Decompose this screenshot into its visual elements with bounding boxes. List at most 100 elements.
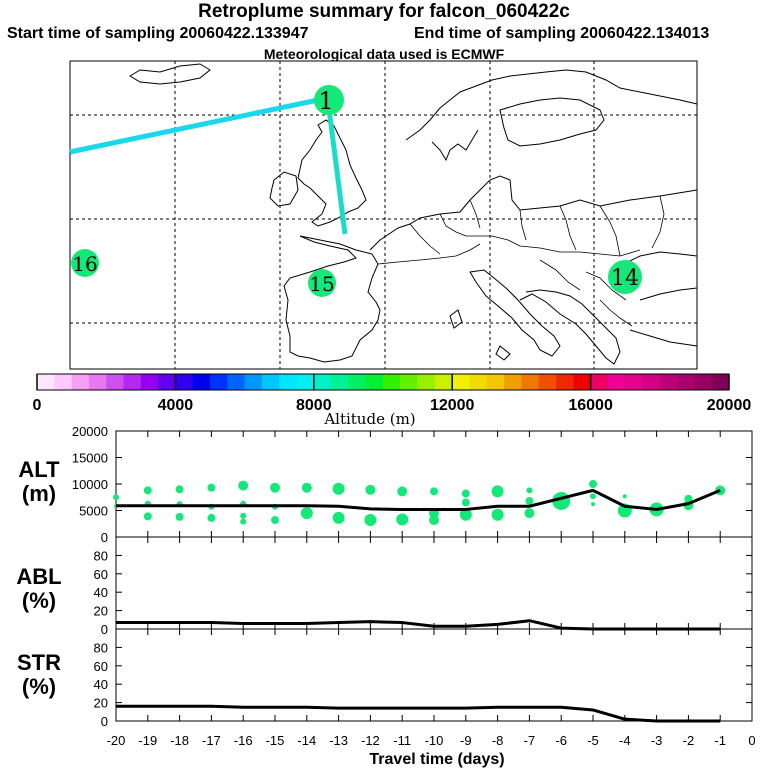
abl-panel-frame <box>115 536 753 630</box>
colorbar-tick-label: 8000 <box>296 397 332 414</box>
colorbar-swatch <box>590 374 609 390</box>
alt-y-tick-label: 10000 <box>72 477 108 492</box>
cluster-dot <box>461 489 470 498</box>
colorbar-swatch <box>400 374 419 390</box>
colorbar-swatch <box>538 374 557 390</box>
cluster-dot <box>430 487 438 496</box>
abl-unit: (%) <box>21 588 57 613</box>
cluster-dot <box>143 486 152 495</box>
cluster-marker-1 <box>314 85 344 115</box>
x-tick-label: -3 <box>651 733 663 748</box>
x-tick-label: -6 <box>555 733 567 748</box>
alt-y-tick-label: 15000 <box>72 451 108 466</box>
colorbar-swatch <box>711 374 730 390</box>
colorbar-tick-label: 0 <box>33 397 42 414</box>
alt-series-line <box>116 488 721 511</box>
cluster-dot <box>365 484 376 495</box>
cluster-label-15: 15 <box>309 272 334 296</box>
abl-panel: 0 20 40 60 80 <box>94 536 753 637</box>
trajectory-segment-south <box>325 100 348 235</box>
x-tick-label: -9 <box>460 733 472 748</box>
x-tick-label: -17 <box>202 733 221 748</box>
cluster-dot <box>207 483 216 492</box>
cluster-dot <box>525 496 534 505</box>
map-gridlines <box>70 61 697 369</box>
colorbar-tick-label: 16000 <box>568 397 613 414</box>
cluster-label-16: 16 <box>72 252 97 276</box>
map-frame <box>69 60 698 370</box>
cluster-dot <box>143 512 152 521</box>
colorbar-swatch <box>54 374 73 390</box>
altitude-colorbar: 0 4000 8000 12000 16000 20000 Altitude (m) <box>33 373 752 428</box>
cluster-dot <box>240 512 247 519</box>
colorbar-swatch <box>175 374 194 390</box>
str-unit: (%) <box>21 674 57 699</box>
cluster-dot <box>461 498 470 507</box>
colorbar-swatch <box>625 374 643 390</box>
met-data-label: Meteorological data used is ECMWF <box>263 46 505 62</box>
colorbar-swatch <box>106 374 124 390</box>
cluster-markers: 1 14 15 16 <box>71 85 642 297</box>
cluster-label-14: 14 <box>611 266 639 291</box>
x-tick-label: -18 <box>170 733 189 748</box>
x-tick-label: -20 <box>107 733 126 748</box>
x-tick-label: -15 <box>266 733 285 748</box>
str-y-tick-label: 80 <box>94 640 108 655</box>
cluster-dot <box>590 493 596 500</box>
colorbar-swatch <box>192 374 211 390</box>
abl-y-tick-label: 40 <box>94 585 108 600</box>
alt-y-tick-label: 20000 <box>72 424 108 439</box>
str-y-tick-label: 0 <box>101 714 108 729</box>
cluster-dot <box>175 512 184 521</box>
cluster-dot <box>526 487 533 494</box>
coastlines <box>129 63 698 365</box>
colorbar-swatch <box>556 374 574 390</box>
colorbar-swatch <box>417 374 436 390</box>
cluster-dot <box>397 486 408 497</box>
colorbar-swatch <box>140 374 159 390</box>
x-tick-label: -19 <box>138 733 157 748</box>
start-time-label: Start time of sampling 20060422.133947 <box>7 25 309 42</box>
colorbar-tick-label: 4000 <box>158 397 194 414</box>
cluster-label-1: 1 <box>318 87 333 115</box>
time-series-panels: 0 5000 10000 15000 20000 0 20 40 60 80 0 20 40 60 80 -2… <box>72 424 756 768</box>
colorbar-swatch <box>296 374 315 390</box>
country-borders <box>377 195 665 327</box>
cluster-marker-14 <box>608 260 642 294</box>
cluster-dot <box>301 482 312 493</box>
alt-panel-label: ALT (m) <box>6 458 72 506</box>
x-tick-label: -14 <box>297 733 316 748</box>
alt-y-tick-label: 0 <box>101 530 108 545</box>
cluster-dot <box>429 515 439 526</box>
cluster-dot <box>524 508 535 519</box>
colorbar-axis-label: Altitude (m) <box>323 410 415 428</box>
colorbar-swatch <box>677 374 695 390</box>
cluster-dot <box>113 494 119 501</box>
colorbar-swatch <box>88 374 107 390</box>
abl-series-line <box>116 619 721 631</box>
abl-y-tick-label: 20 <box>94 604 108 619</box>
x-tick-label: -8 <box>492 733 504 748</box>
alt-y-tick-label: 5000 <box>79 504 108 519</box>
colorbar-swatch <box>331 374 349 390</box>
x-tick-label: -1 <box>714 733 726 748</box>
colorbar-swatch <box>694 374 713 390</box>
str-y-tick-label: 20 <box>94 696 108 711</box>
colorbar-swatch <box>158 374 176 390</box>
trajectory-map: 1 14 15 16 <box>69 60 698 370</box>
cluster-dot <box>207 513 216 522</box>
colorbar-swatch <box>123 374 142 390</box>
colorbar-swatch <box>607 374 626 390</box>
abl-label: ABL <box>16 564 62 589</box>
x-tick-label: -7 <box>524 733 536 748</box>
alt-panel: 0 5000 10000 15000 20000 <box>72 424 753 545</box>
x-tick-label: -16 <box>234 733 253 748</box>
cluster-marker-15 <box>308 269 336 297</box>
trajectory-segment-west <box>69 96 324 155</box>
str-y-tick-label: 60 <box>94 659 108 674</box>
cluster-marker-16 <box>71 249 99 277</box>
colorbar-tick-label: 20000 <box>707 397 752 414</box>
cluster-dot <box>491 508 504 521</box>
x-tick-label: -13 <box>329 733 348 748</box>
